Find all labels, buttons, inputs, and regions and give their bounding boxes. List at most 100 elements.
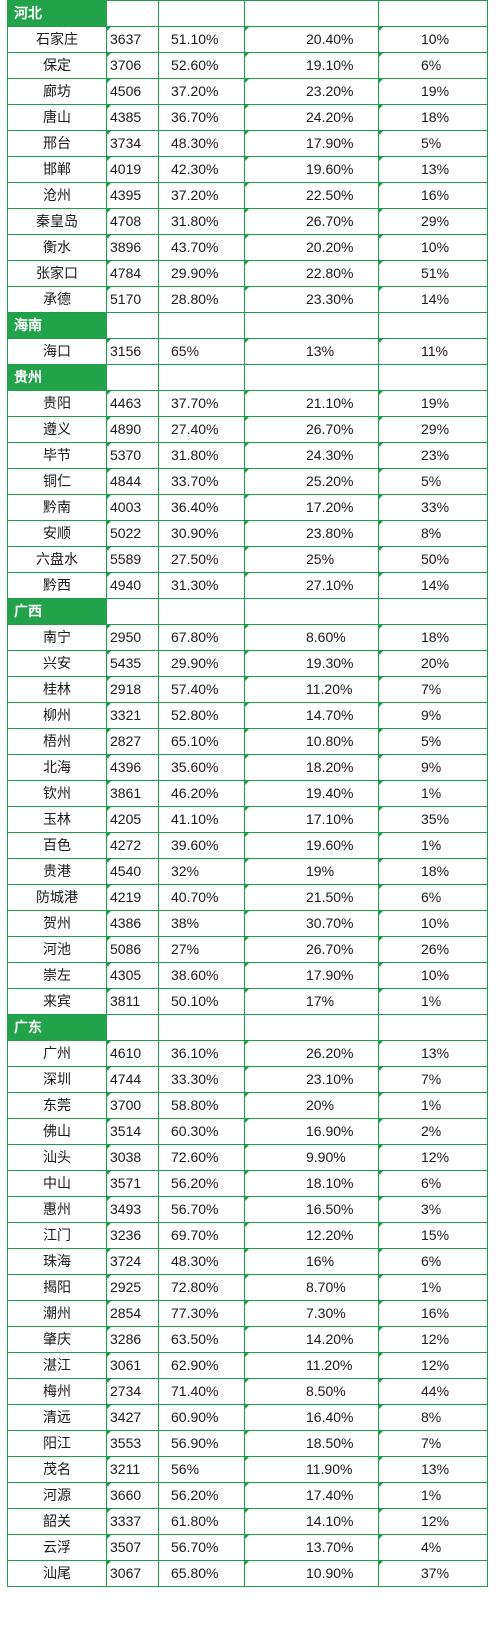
percent-a-cell: 50.10% <box>158 988 245 1015</box>
value-cell: 4506 <box>106 78 159 105</box>
percent-a-cell: 38% <box>158 910 245 937</box>
city-name-cell: 毕节 <box>7 442 107 469</box>
value-cell: 3514 <box>106 1118 159 1145</box>
table-row: 承德 5170 28.80% 23.30% 14% <box>7 286 488 313</box>
value-cell: 5086 <box>106 936 159 963</box>
percent-a-cell: 33.70% <box>158 468 245 495</box>
city-name-cell: 海口 <box>7 338 107 365</box>
city-name-cell: 东莞 <box>7 1092 107 1119</box>
value-cell: 3337 <box>106 1508 159 1535</box>
percent-b-cell: 14.70% <box>244 702 379 729</box>
percent-a-cell: 33.30% <box>158 1066 245 1093</box>
city-name-cell: 秦皇岛 <box>7 208 107 235</box>
percent-b-cell: 11.90% <box>244 1456 379 1483</box>
empty-cell <box>378 1014 488 1041</box>
percent-a-cell: 60.30% <box>158 1118 245 1145</box>
percent-b-cell: 17.40% <box>244 1482 379 1509</box>
city-name-cell: 汕尾 <box>7 1560 107 1587</box>
table-row: 北海 4396 35.60% 18.20% 9% <box>7 754 488 781</box>
city-name-cell: 清远 <box>7 1404 107 1431</box>
percent-a-cell: 71.40% <box>158 1378 245 1405</box>
table-row: 邯郸 4019 42.30% 19.60% 13% <box>7 156 488 183</box>
percent-c-cell: 9% <box>378 754 488 781</box>
table-row: 桂林 2918 57.40% 11.20% 7% <box>7 676 488 703</box>
percent-c-cell: 8% <box>378 520 488 547</box>
percent-c-cell: 6% <box>378 884 488 911</box>
table-row: 河源 3660 56.20% 17.40% 1% <box>7 1482 488 1509</box>
value-cell: 2950 <box>106 624 159 651</box>
value-cell: 3061 <box>106 1352 159 1379</box>
percent-c-cell: 13% <box>378 156 488 183</box>
percent-c-cell: 3% <box>378 1196 488 1223</box>
table-row: 梅州 2734 71.40% 8.50% 44% <box>7 1378 488 1405</box>
table-row: 梧州 2827 65.10% 10.80% 5% <box>7 728 488 755</box>
city-name-cell: 河源 <box>7 1482 107 1509</box>
value-cell: 3734 <box>106 130 159 157</box>
empty-cell <box>244 364 379 391</box>
table-row: 毕节 5370 31.80% 24.30% 23% <box>7 442 488 469</box>
percent-a-cell: 48.30% <box>158 1248 245 1275</box>
value-cell: 3427 <box>106 1404 159 1431</box>
percent-c-cell: 51% <box>378 260 488 287</box>
table-row: 海口 3156 65% 13% 11% <box>7 338 488 365</box>
table-row: 石家庄 3637 51.10% 20.40% 10% <box>7 26 488 53</box>
percent-b-cell: 12.20% <box>244 1222 379 1249</box>
percent-b-cell: 23.80% <box>244 520 379 547</box>
table-row: 崇左 4305 38.60% 17.90% 10% <box>7 962 488 989</box>
city-name-cell: 六盘水 <box>7 546 107 573</box>
percent-b-cell: 21.10% <box>244 390 379 417</box>
table-row: 黔南 4003 36.40% 17.20% 33% <box>7 494 488 521</box>
percent-b-cell: 22.80% <box>244 260 379 287</box>
city-name-cell: 贺州 <box>7 910 107 937</box>
table-row: 张家口 4784 29.90% 22.80% 51% <box>7 260 488 287</box>
value-cell: 4940 <box>106 572 159 599</box>
empty-cell <box>244 312 379 339</box>
empty-cell <box>378 312 488 339</box>
percent-c-cell: 12% <box>378 1508 488 1535</box>
province-header-row: 广东 <box>7 1014 488 1041</box>
value-cell: 4610 <box>106 1040 159 1067</box>
table-row: 汕尾 3067 65.80% 10.90% 37% <box>7 1560 488 1587</box>
table-row: 贵港 4540 32% 19% 18% <box>7 858 488 885</box>
value-cell: 4784 <box>106 260 159 287</box>
percent-b-cell: 18.50% <box>244 1430 379 1457</box>
percent-c-cell: 9% <box>378 702 488 729</box>
percent-a-cell: 36.70% <box>158 104 245 131</box>
city-name-cell: 防城港 <box>7 884 107 911</box>
table-row: 来宾 3811 50.10% 17% 1% <box>7 988 488 1015</box>
percent-b-cell: 25.20% <box>244 468 379 495</box>
value-cell: 3038 <box>106 1144 159 1171</box>
percent-a-cell: 62.90% <box>158 1352 245 1379</box>
percent-b-cell: 20.20% <box>244 234 379 261</box>
percent-b-cell: 16% <box>244 1248 379 1275</box>
city-name-cell: 北海 <box>7 754 107 781</box>
city-name-cell: 河池 <box>7 936 107 963</box>
empty-cell <box>244 598 379 625</box>
percent-a-cell: 31.30% <box>158 572 245 599</box>
city-name-cell: 柳州 <box>7 702 107 729</box>
percent-a-cell: 65% <box>158 338 245 365</box>
city-name-cell: 中山 <box>7 1170 107 1197</box>
city-name-cell: 汕头 <box>7 1144 107 1171</box>
percent-b-cell: 13.70% <box>244 1534 379 1561</box>
empty-cell <box>106 0 159 27</box>
percent-a-cell: 67.80% <box>158 624 245 651</box>
percent-c-cell: 50% <box>378 546 488 573</box>
table-row: 唐山 4385 36.70% 24.20% 18% <box>7 104 488 131</box>
city-name-cell: 江门 <box>7 1222 107 1249</box>
table-row: 云浮 3507 56.70% 13.70% 4% <box>7 1534 488 1561</box>
percent-a-cell: 41.10% <box>158 806 245 833</box>
percent-a-cell: 27% <box>158 936 245 963</box>
city-name-cell: 百色 <box>7 832 107 859</box>
percent-a-cell: 27.40% <box>158 416 245 443</box>
percent-a-cell: 56% <box>158 1456 245 1483</box>
percent-b-cell: 13% <box>244 338 379 365</box>
percent-c-cell: 19% <box>378 78 488 105</box>
percent-a-cell: 29.90% <box>158 650 245 677</box>
percent-c-cell: 7% <box>378 1066 488 1093</box>
table-row: 深圳 4744 33.30% 23.10% 7% <box>7 1066 488 1093</box>
percent-a-cell: 61.80% <box>158 1508 245 1535</box>
percent-b-cell: 23.10% <box>244 1066 379 1093</box>
percent-a-cell: 27.50% <box>158 546 245 573</box>
percent-b-cell: 22.50% <box>244 182 379 209</box>
